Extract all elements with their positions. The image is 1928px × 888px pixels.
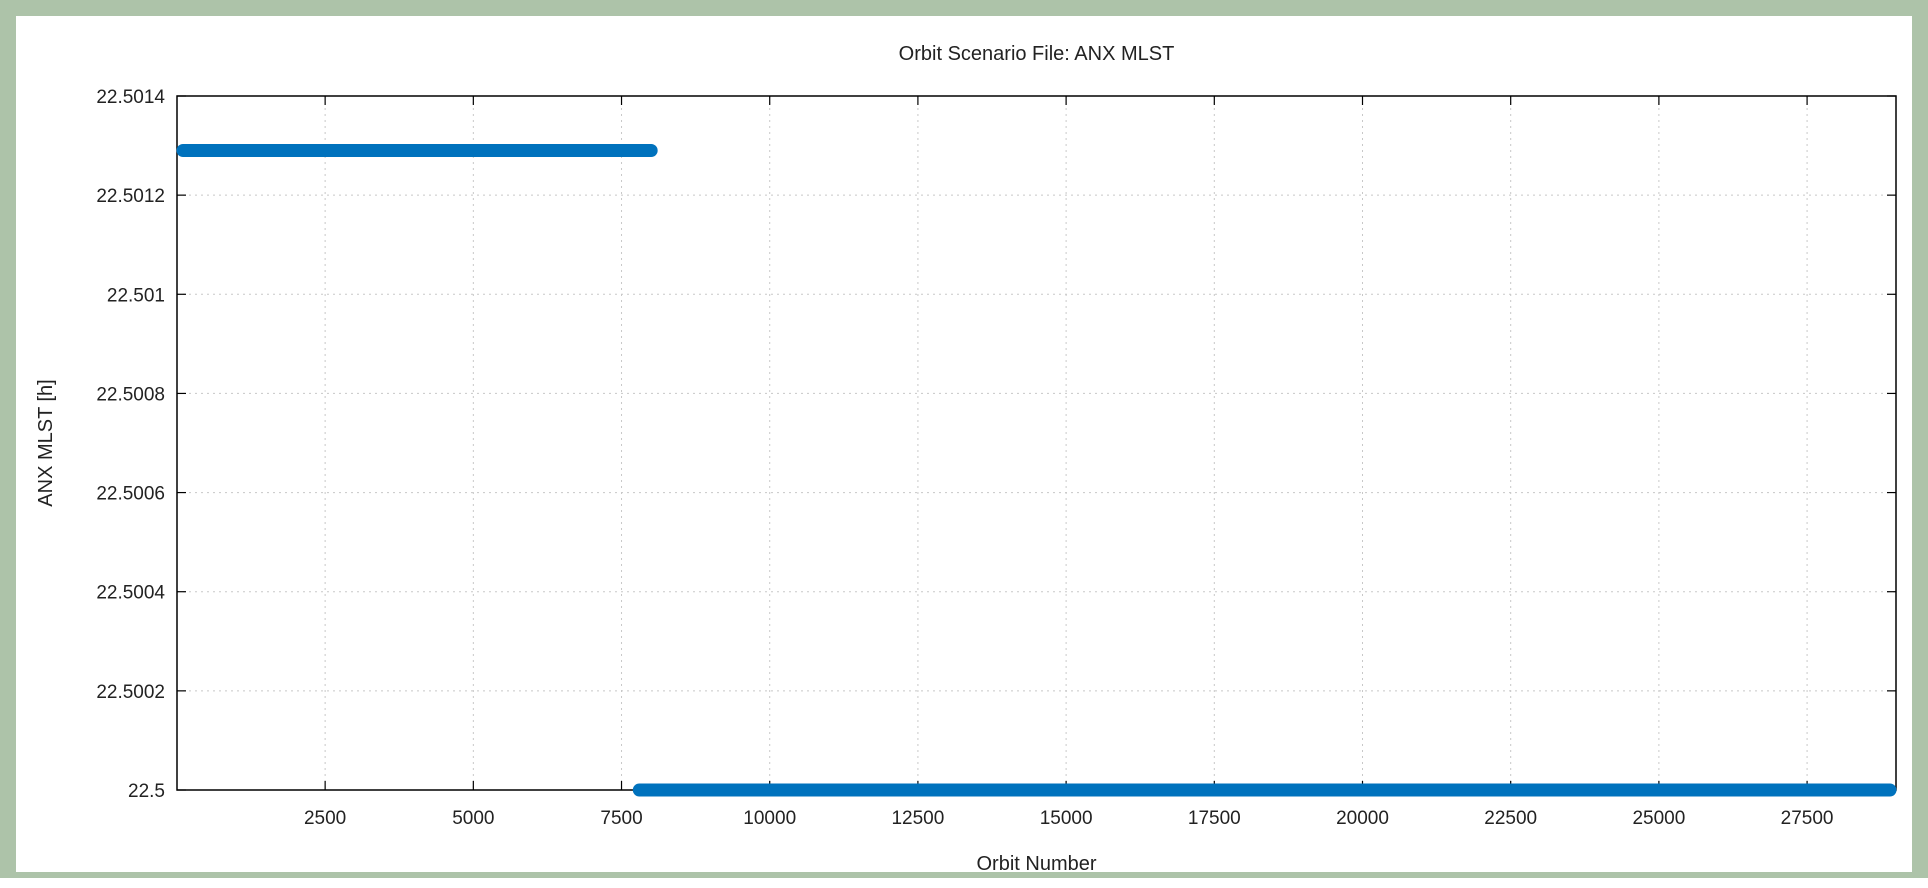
axis-ticks: 2500 5000 7500 10000 12500 15000 17500 20000 225…: [96, 87, 1896, 829]
y-axis-title: ANX MLST [h]: [35, 379, 57, 506]
grid-lines: [177, 96, 1896, 790]
y-tick-label: 22.501: [107, 285, 165, 306]
y-tick-label: 22.5002: [96, 682, 165, 703]
y-tick-label: 22.5014: [96, 87, 165, 108]
x-tick-label: 12500: [891, 808, 944, 829]
y-tick-label: 22.5008: [96, 384, 165, 405]
x-tick-label: 15000: [1040, 808, 1093, 829]
x-tick-label: 27500: [1781, 808, 1834, 829]
x-tick-label: 20000: [1336, 808, 1389, 829]
chart-title: Orbit Scenario File: ANX MLST: [899, 43, 1175, 65]
y-tick-label: 22.5012: [96, 186, 165, 207]
x-tick-label: 17500: [1188, 808, 1241, 829]
x-tick-label: 5000: [452, 808, 494, 829]
y-tick-label: 22.5004: [96, 583, 165, 604]
y-tick-label: 22.5006: [96, 484, 165, 505]
ANX-MLST-chart: Orbit Scenario File: ANX MLST 2500 5000 75…: [35, 43, 1897, 875]
x-tick-label: 22500: [1484, 808, 1537, 829]
x-tick-label: 25000: [1632, 808, 1685, 829]
plot-area-border: [176, 95, 1897, 791]
series-ANX-MLST: [176, 144, 1897, 797]
x-tick-label: 2500: [304, 808, 346, 829]
y-tick-label: 22.5: [128, 781, 165, 802]
x-tick-label: 7500: [600, 808, 642, 829]
x-axis-title: Orbit Number: [976, 853, 1096, 875]
x-tick-label: 10000: [743, 808, 796, 829]
